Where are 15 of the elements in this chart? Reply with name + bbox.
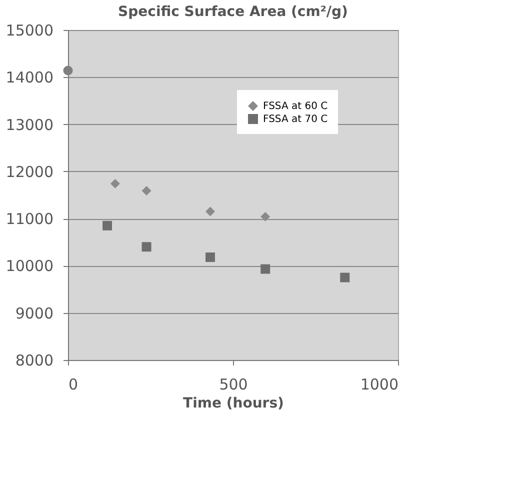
x-tick-label: 500 xyxy=(219,376,248,394)
y-tick-label: 11000 xyxy=(6,210,54,228)
x-tick-label: 1000 xyxy=(360,376,398,394)
x-axis-title: Time (hours) xyxy=(183,396,284,412)
y-tick-label: 9000 xyxy=(15,304,54,322)
y-tick-label: 12000 xyxy=(6,162,54,181)
chart-title: Specific Surface Area (cm²/g) xyxy=(118,4,348,20)
y-tick-label: 13000 xyxy=(6,116,54,134)
x-tick-label: 0 xyxy=(68,376,78,394)
legend-label: FSSA at 60 C xyxy=(263,101,328,112)
y-tick-label: 8000 xyxy=(15,352,54,370)
y-tick-label: 10000 xyxy=(6,257,54,276)
legend-label: FSSA at 70 C xyxy=(263,114,328,125)
y-tick-label: 15000 xyxy=(6,22,54,40)
y-tick-label: 14000 xyxy=(6,68,54,87)
